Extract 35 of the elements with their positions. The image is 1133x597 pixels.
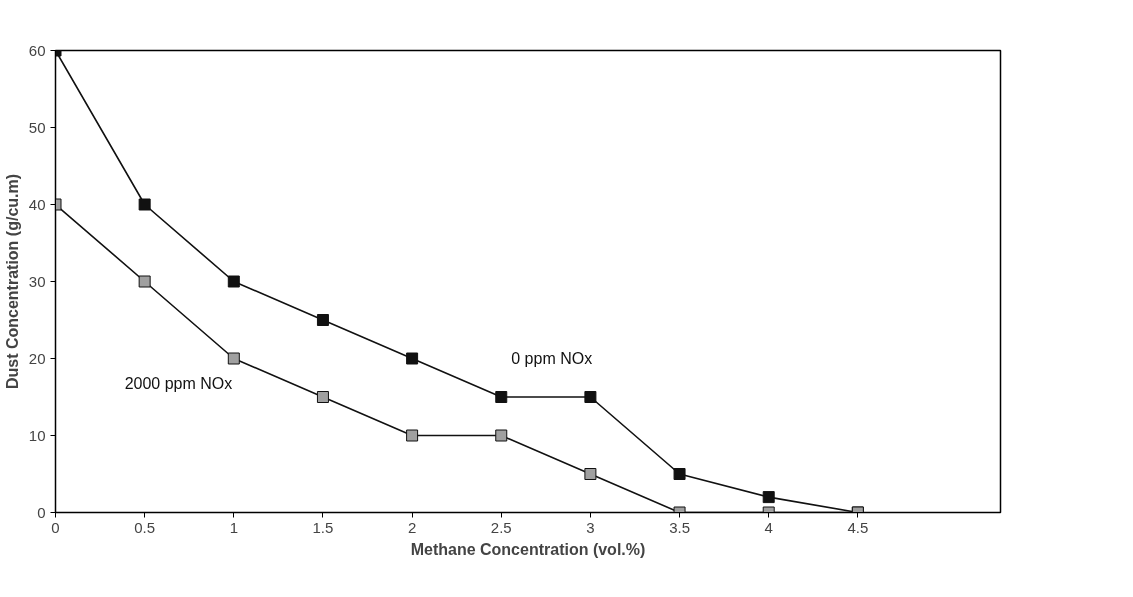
- y-tick-label: 50: [28, 118, 46, 136]
- point: [673, 468, 686, 480]
- point: [762, 491, 775, 504]
- x-tick-label: 3.5: [669, 518, 690, 536]
- y-tick-label: 10: [28, 426, 46, 444]
- point: [138, 198, 151, 211]
- x-tick-label: 3: [586, 518, 595, 536]
- x-tick-label: 0.5: [134, 518, 156, 536]
- point: [227, 275, 240, 288]
- point: [316, 391, 329, 403]
- y-axis-title: Dust Concentration (g/cu.m): [3, 173, 21, 390]
- x-tick-label: 1: [229, 518, 238, 536]
- series-label: 2000 ppm NOx: [124, 374, 233, 392]
- x-axis-title: Methane Concentration (vol.%): [410, 540, 646, 558]
- y-tick-label: 0: [37, 503, 46, 521]
- x-tick-label: 4.5: [847, 518, 869, 536]
- point: [316, 314, 329, 326]
- x-tick-label: 2.5: [490, 518, 512, 536]
- point: [227, 352, 240, 365]
- point: [406, 429, 419, 442]
- point: [584, 391, 597, 403]
- x-tick-label: 0: [51, 518, 60, 536]
- point: [495, 429, 508, 442]
- point: [584, 468, 597, 480]
- x-tick-label: 2: [407, 518, 417, 536]
- point: [406, 352, 419, 365]
- y-tick-label: 20: [28, 349, 46, 367]
- point: [138, 275, 151, 288]
- y-tick-label: 60: [28, 41, 46, 59]
- y-tick-label: 40: [28, 195, 46, 213]
- point: [495, 391, 508, 403]
- y-tick-label: 30: [28, 272, 46, 290]
- series-label: 0 ppm NOx: [511, 350, 593, 367]
- x-tick-label: 1.5: [312, 518, 334, 536]
- x-tick-label: 4: [764, 518, 773, 536]
